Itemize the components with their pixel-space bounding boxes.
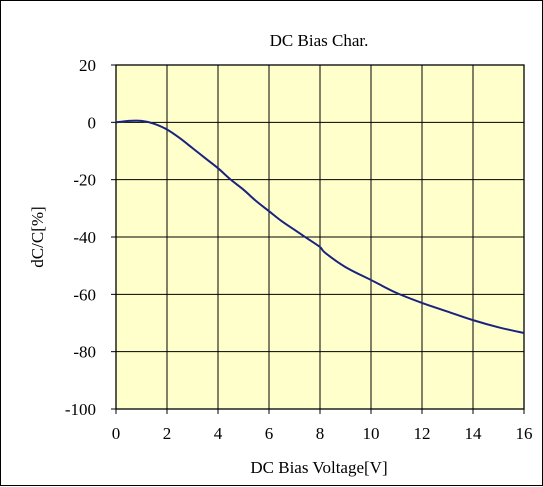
y-tick-label: -40 [73,228,96,247]
grid-layer [116,65,524,409]
y-tick-label: -20 [73,171,96,190]
y-tick-label: -100 [65,400,96,419]
x-tick-label: 12 [414,424,431,443]
x-tick-label: 14 [465,424,483,443]
x-tick-label: 6 [265,424,274,443]
y-tick-label: 20 [79,56,96,75]
x-tick-label: 4 [214,424,223,443]
tick-layer: 0 2 4 6 8 10 12 14 16 20 0 -20 -40 -60 -80 -100 [65,56,533,443]
chart-title: DC Bias Char. [270,31,369,50]
y-tick-label: 0 [88,113,97,132]
x-tick-label: 10 [363,424,380,443]
x-tick-label: 2 [163,424,172,443]
series-line [115,119,525,335]
y-tick-label: -60 [73,285,96,304]
x-tick-label: 8 [316,424,325,443]
x-axis-label: DC Bias Voltage[V] [250,458,387,477]
x-tick-label: 16 [516,424,533,443]
y-axis-label: dC/C[%] [28,206,47,267]
y-tick-label: -80 [73,343,96,362]
x-tick-label: 0 [112,424,121,443]
